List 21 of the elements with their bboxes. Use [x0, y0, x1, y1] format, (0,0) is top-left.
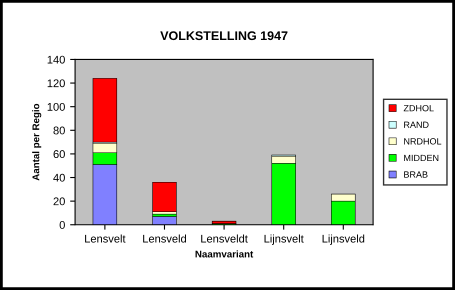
y-tick-label: 100 [48, 102, 65, 111]
legend-label: MIDDEN [404, 154, 438, 162]
x-axis-title: Naamvariant [196, 250, 254, 258]
y-tick-label: 120 [48, 79, 65, 88]
y-tick-label: 140 [48, 56, 65, 64]
x-tick-label: Lensvelt [85, 234, 126, 243]
x-tick-label: Lensveld [143, 234, 186, 243]
legend-label: BRAB [404, 171, 428, 178]
y-tick-label: 60 [54, 150, 65, 158]
x-tick-label: Lijnsveld [322, 234, 364, 245]
x-tick-label: Lensveldt [201, 234, 248, 243]
y-tick-label: 40 [53, 174, 65, 182]
y-tick-label: 20 [54, 197, 65, 206]
chart-title: VOLKSTELLING 1947 [160, 31, 288, 40]
legend-label: ZDHOL [404, 104, 434, 112]
legend-label: NRDHOL [404, 138, 442, 145]
y-tick-label: 0 [60, 221, 65, 229]
legend-label: RAND [404, 122, 429, 128]
y-axis-title: Aantal per Regio [32, 104, 42, 180]
y-tick-label: 80 [53, 126, 65, 134]
x-tick-label: Lijnsvelt [264, 234, 304, 245]
